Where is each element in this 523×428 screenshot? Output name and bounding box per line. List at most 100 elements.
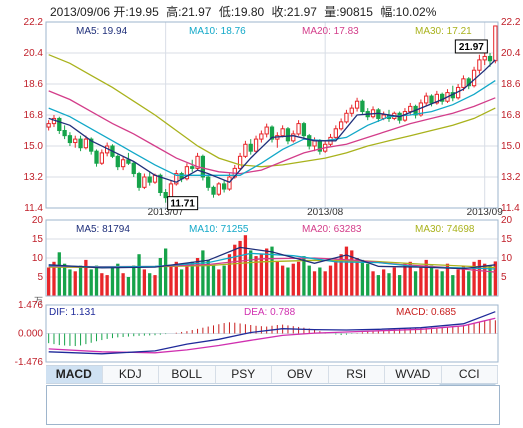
volume-tick-left: 5 [37, 272, 43, 283]
volume-bar [169, 265, 173, 296]
volume-bar [227, 254, 232, 296]
candle-body [147, 176, 152, 183]
volume-bar [296, 261, 301, 296]
candle-body [89, 138, 94, 152]
volume-bar [387, 273, 391, 296]
candle-body [434, 93, 439, 104]
price-tick-right: 11.4 [501, 203, 520, 214]
candle-body [115, 155, 120, 168]
tab-wvad[interactable]: WVAD [385, 366, 442, 383]
candle-body [78, 138, 83, 149]
volume-bar [413, 271, 418, 296]
volume-bar [174, 261, 178, 296]
volume-bar [360, 259, 365, 296]
candle-body [216, 183, 221, 195]
volume-bar [68, 269, 72, 296]
candle-body [296, 123, 301, 135]
candle-body [206, 176, 211, 188]
volume-bar [312, 271, 317, 296]
candle-body [99, 152, 104, 164]
volume-bar [408, 261, 412, 296]
price-ma30-line [48, 54, 496, 168]
tab-rsi[interactable]: RSI [329, 366, 385, 383]
volume-bar [328, 265, 333, 296]
volume-tick-left: 10 [32, 253, 44, 264]
volume-bar [206, 259, 210, 296]
high-callout-label: 21.97 [459, 42, 484, 53]
volume-bar [137, 254, 141, 296]
candle-body [243, 143, 248, 157]
volume-bar [355, 258, 359, 296]
volume-bar [62, 263, 67, 296]
volume-bar [275, 261, 279, 296]
volume-bar [259, 254, 264, 296]
candle-body [94, 150, 99, 164]
candle-body [190, 166, 195, 169]
volume-bar [195, 258, 200, 296]
tab-obv[interactable]: OBV [272, 366, 329, 383]
volume-bar [94, 265, 99, 296]
price-tick-right: 13.2 [501, 172, 521, 183]
price-legend-ma30: MA30: 17.21 [415, 26, 472, 37]
tab-kdj[interactable]: KDJ [103, 366, 159, 383]
price-legend-ma20: MA20: 17.83 [302, 26, 359, 37]
candle-body [264, 126, 269, 135]
header-volume: 量:90815 [324, 5, 373, 19]
volume-bar [376, 275, 381, 296]
header-low: 低:19.80 [218, 5, 265, 19]
volume-bar [280, 265, 285, 296]
tab-psy[interactable]: PSY [216, 366, 272, 383]
volume-bar [110, 267, 115, 296]
macd-legend-macd_up: MACD: 0.685 [396, 307, 456, 318]
candle-body [253, 138, 259, 152]
price-tick-right: 22.2 [501, 17, 521, 28]
macd-tick-left: 1.476 [18, 300, 43, 311]
header-close: 收:21.97 [271, 5, 317, 19]
volume-tick-right: 5 [501, 272, 507, 283]
volume-bar [323, 271, 327, 296]
volume-bar [472, 261, 476, 296]
volume-bar [78, 265, 83, 296]
volume-legend-ma30: MA30: 74698 [415, 224, 475, 235]
volume-bar [89, 269, 93, 296]
candle-body [57, 117, 62, 131]
volume-bar [57, 252, 61, 296]
volume-bar [440, 271, 444, 296]
tab-macd[interactable]: MACD [46, 366, 103, 383]
volume-legend-ma10: MA10: 71255 [189, 224, 249, 235]
volume-bar [233, 244, 237, 296]
volume-tick-right: 15 [501, 234, 513, 245]
low-callout-label: 11.71 [170, 199, 195, 210]
price-tick-right: 20.4 [501, 48, 521, 59]
candle-body [184, 166, 190, 180]
candle-body [136, 173, 142, 188]
candle-body [461, 78, 466, 88]
volume-bar [84, 259, 88, 296]
volume-bar [201, 250, 205, 296]
volume-panel-frame [45, 219, 499, 297]
tab-cci[interactable]: CCI [442, 366, 498, 383]
candle-body [158, 174, 163, 193]
volume-bar [334, 259, 338, 296]
quote-header: 2013/09/06 开:19.95 高:21.97 低:19.80 收:21.… [50, 3, 440, 20]
candle-body [349, 107, 354, 114]
volume-bar [217, 269, 221, 296]
candle-body [174, 173, 179, 185]
range-navigator[interactable] [46, 385, 500, 425]
candle-body [429, 95, 434, 104]
candle-body [227, 176, 232, 190]
candle-body [168, 183, 174, 199]
volume-bar [148, 273, 152, 296]
candle-body [487, 55, 493, 62]
volume-bar [126, 277, 131, 296]
volume-bar [429, 265, 434, 296]
candle-body [221, 183, 227, 190]
candle-body [285, 128, 291, 142]
volume-bar [254, 256, 258, 296]
volume-bar [286, 267, 290, 296]
price-tick-left: 22.2 [24, 17, 44, 28]
candle-body [195, 155, 200, 169]
candle-body [200, 155, 206, 178]
tab-boll[interactable]: BOLL [159, 366, 216, 383]
price-tick-right: 18.6 [501, 79, 521, 90]
